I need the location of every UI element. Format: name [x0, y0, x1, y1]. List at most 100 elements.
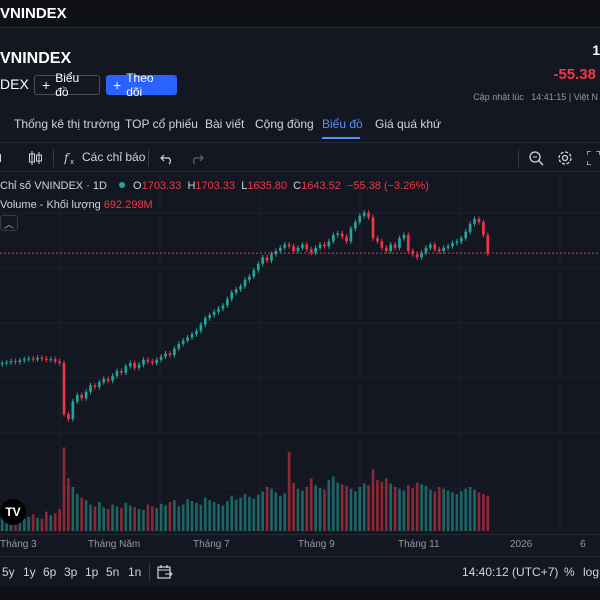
tab-market-stats[interactable]: Thống kê thị trường: [14, 117, 120, 131]
volume-bar: [256, 494, 260, 531]
candle-body: [45, 358, 48, 360]
candle-body: [234, 289, 238, 293]
volume-bar: [164, 505, 167, 531]
volume-bar: [203, 497, 207, 531]
volume-bar: [323, 489, 326, 531]
candle-body: [181, 340, 185, 344]
range-1y[interactable]: 1y: [23, 565, 36, 579]
last-updated: Cập nhật lúc 14:41:15 | Việt N: [473, 92, 598, 102]
legend-high-label: H: [187, 180, 196, 192]
candle-body: [212, 311, 216, 315]
date-range-icon[interactable]: [157, 564, 173, 580]
candle-body: [190, 334, 194, 338]
volume-bar: [142, 509, 145, 531]
volume-bar: [331, 476, 335, 531]
volume-bar: [89, 504, 92, 531]
collapse-legend-button[interactable]: ︿: [0, 215, 18, 231]
candle-body: [327, 241, 331, 247]
volume-bar: [314, 485, 317, 531]
volume-bar: [186, 499, 189, 531]
symbol-header: VNINDEX DEX + Biểu đồ + Theo dõi 1 -55.3…: [0, 28, 600, 110]
candle-body: [301, 244, 304, 248]
interval-icon[interactable]: [0, 151, 4, 165]
percent-scale-toggle[interactable]: %: [564, 565, 575, 579]
candle-body: [36, 357, 39, 360]
volume-bar: [159, 503, 163, 531]
fullscreen-icon[interactable]: [587, 151, 600, 165]
candle-type-icon[interactable]: [28, 150, 42, 166]
volume-bar: [45, 511, 48, 531]
candle-body: [349, 228, 353, 242]
volume-bar: [287, 451, 291, 531]
candle-body: [309, 249, 313, 253]
candle-body: [115, 371, 119, 376]
volume-bar: [345, 486, 348, 531]
candle-body: [305, 244, 309, 250]
candle-body: [464, 231, 468, 239]
volume-bar: [340, 484, 344, 531]
log-scale-toggle[interactable]: log: [583, 565, 600, 579]
price-chart[interactable]: Chỉ số VNINDEX · 1D O1703.33 H1703.33 L1…: [0, 173, 600, 534]
candle-body: [376, 238, 379, 242]
range-5y[interactable]: 5y: [2, 565, 15, 579]
volume-bar: [195, 502, 198, 531]
volume-bar: [181, 504, 185, 531]
volume-bar: [40, 518, 44, 531]
volume-bar: [120, 508, 123, 531]
undo-icon[interactable]: [160, 151, 174, 165]
volume-bar: [477, 492, 481, 531]
candle-body: [53, 359, 57, 362]
current-time[interactable]: 14:40:12 (UTC+7): [462, 565, 559, 579]
tab-chart[interactable]: Biểu đồ: [322, 117, 363, 131]
market-status-dot: [118, 182, 125, 188]
candle-body: [314, 247, 317, 253]
legend-open-label: O: [133, 180, 142, 192]
range-3m[interactable]: 3p: [64, 565, 78, 579]
volume-bar: [0, 515, 4, 531]
volume-bar: [309, 478, 313, 531]
candle-body: [173, 348, 176, 355]
gear-icon[interactable]: [557, 150, 573, 166]
toolbar-divider: [148, 149, 149, 167]
tab-top-stocks[interactable]: TOP cổ phiếu: [125, 117, 198, 131]
volume-bar: [270, 488, 273, 531]
zoom-search-icon[interactable]: [528, 150, 544, 166]
tab-community[interactable]: Cộng đồng: [255, 117, 314, 131]
chart-button[interactable]: + Biểu đồ: [34, 71, 100, 99]
range-5d[interactable]: 5n: [106, 565, 120, 579]
chart-canvas[interactable]: [0, 173, 600, 534]
range-1d[interactable]: 1n: [128, 565, 142, 579]
volume-bar: [217, 503, 220, 531]
candle-body: [459, 238, 463, 242]
follow-button[interactable]: + Theo dõi: [106, 71, 177, 99]
candle-body: [248, 276, 251, 280]
volume-bar: [115, 506, 119, 531]
candle-body: [292, 246, 295, 251]
candle-body: [164, 353, 167, 357]
volume-bar: [124, 502, 128, 531]
chevron-up-icon: ︿: [4, 219, 14, 231]
x-tick-label: Tháng 3: [0, 539, 37, 550]
volume-bar: [420, 484, 423, 531]
redo-icon[interactable]: [190, 151, 204, 165]
tab-price-history[interactable]: Giá quá khứ: [375, 117, 442, 131]
range-1m[interactable]: 1p: [85, 565, 99, 579]
range-divider: [149, 563, 150, 581]
tab-articles[interactable]: Bài viết: [205, 117, 245, 131]
volume-bar: [283, 493, 287, 531]
volume-bar: [71, 487, 75, 531]
indicators-icon[interactable]: f x: [64, 151, 78, 165]
candle-body: [389, 244, 392, 251]
candle-body: [62, 363, 66, 415]
candle-body: [296, 247, 300, 251]
volume-bar: [429, 489, 432, 531]
legend-low-value: 1635.80: [247, 180, 288, 192]
indicators-button[interactable]: Các chỉ báo: [82, 150, 146, 164]
chart-button-label: Biểu đồ: [55, 71, 80, 99]
candle-body: [71, 401, 75, 419]
candle-body: [40, 357, 44, 359]
range-6m[interactable]: 6p: [43, 565, 57, 579]
candle-body: [446, 246, 450, 248]
tradingview-logo-icon[interactable]: TV: [0, 499, 26, 525]
candle-body: [89, 385, 92, 392]
